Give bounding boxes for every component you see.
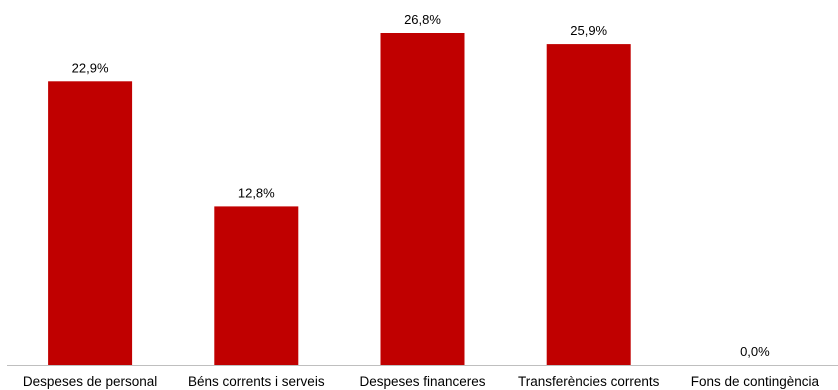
value-label-4: 0,0% bbox=[740, 344, 770, 359]
bars-group bbox=[48, 33, 631, 366]
value-label-1: 12,8% bbox=[238, 185, 275, 200]
value-labels-group: 22,9% 12,8% 26,8% 25,9% 0,0% bbox=[72, 12, 770, 359]
value-label-0: 22,9% bbox=[72, 60, 109, 75]
category-label-1: Béns corrents i serveis bbox=[188, 374, 325, 389]
bar-1 bbox=[214, 206, 299, 365]
bar-3 bbox=[546, 44, 631, 365]
category-label-0: Despeses de personal bbox=[23, 374, 157, 389]
value-label-2: 26,8% bbox=[404, 12, 441, 27]
bar-2 bbox=[380, 33, 465, 365]
category-label-3: Transferències corrents bbox=[518, 374, 660, 389]
category-labels-group: Despeses de personal Béns corrents i serv… bbox=[23, 374, 820, 389]
bar-0 bbox=[48, 81, 133, 366]
category-label-2: Despeses financeres bbox=[359, 374, 485, 389]
category-label-4: Fons de contingència bbox=[691, 374, 820, 389]
value-label-3: 25,9% bbox=[570, 23, 607, 38]
